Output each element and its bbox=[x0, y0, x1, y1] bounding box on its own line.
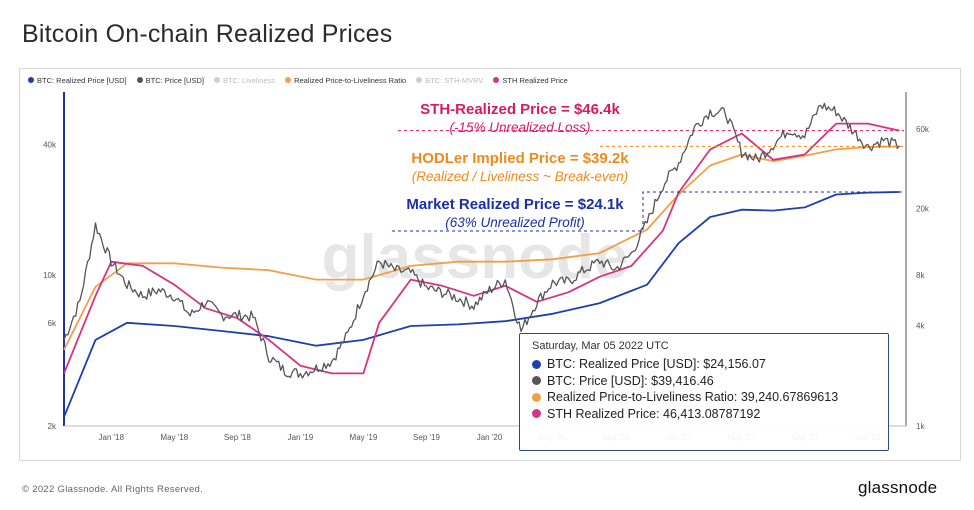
legend-dot-icon bbox=[493, 77, 500, 83]
x-tick-label: Jan '18 bbox=[99, 433, 125, 442]
market-reference-line bbox=[392, 191, 904, 232]
y-right-tick-label: 60k bbox=[916, 125, 930, 134]
legend-label: STH Realized Price bbox=[502, 75, 568, 85]
annotation-sth-subtitle: (-15% Unrealized Loss) bbox=[449, 120, 591, 135]
y-right-tick-label: 20k bbox=[916, 205, 930, 214]
watermark-text: glassnode bbox=[322, 223, 629, 292]
x-tick-label: Jan '20 bbox=[477, 433, 503, 442]
series-line bbox=[63, 122, 900, 375]
annotation-hodler-title: HODLer Implied Price = $39.2k bbox=[411, 150, 629, 167]
glassnode-logo[interactable]: glassnode bbox=[858, 478, 938, 497]
tooltip-date: Saturday, Mar 05 2022 UTC bbox=[532, 340, 669, 352]
tooltip-row: STH Realized Price: 46,413.08787192 bbox=[532, 406, 876, 423]
legend-item[interactable]: Realized Price-to-Liveliness Ratio bbox=[285, 76, 406, 85]
annotation-hodler-subtitle: (Realized / Liveliness ~ Break-even) bbox=[411, 169, 629, 184]
y-right-tick-label: 4k bbox=[916, 321, 925, 330]
tooltip-row: Realized Price-to-Liveliness Ratio: 39,2… bbox=[532, 389, 876, 406]
y-right-tick-label: 1k bbox=[916, 422, 925, 431]
tooltip-row-label: STH Realized Price: 46,413.08787192 bbox=[547, 406, 761, 421]
series-line bbox=[63, 145, 900, 351]
y-left-tick-label: 10k bbox=[43, 271, 57, 280]
copyright-text: © 2022 Glassnode. All Rights Reserved. bbox=[22, 484, 204, 495]
legend-dot-icon bbox=[416, 77, 423, 83]
x-tick-label: Sep '18 bbox=[224, 433, 251, 442]
legend-item[interactable]: BTC: Price [USD] bbox=[136, 75, 204, 85]
legend-item[interactable]: BTC: STH-MVRV bbox=[416, 76, 483, 85]
x-tick-label: Sep '19 bbox=[413, 433, 440, 442]
y-left-tick-label: 40k bbox=[43, 141, 57, 150]
legend-dot-icon bbox=[213, 77, 220, 83]
legend-dot-icon bbox=[28, 77, 34, 83]
series-line bbox=[63, 102, 900, 379]
annotation-sth-title: STH-Realized Price = $46.4k bbox=[420, 101, 620, 118]
legend-dot-icon bbox=[285, 77, 292, 83]
tooltip-row: BTC: Price [USD]: $39,416.46 bbox=[532, 373, 876, 390]
tooltip-dot-icon bbox=[532, 376, 541, 386]
annotation-market-realized-price: Market Realized Price = $24.1k (63% Unre… bbox=[385, 196, 645, 231]
tooltip-dot-icon bbox=[532, 359, 541, 369]
x-tick-label: May '19 bbox=[350, 433, 378, 442]
tooltip-dot-icon bbox=[532, 392, 541, 402]
tooltip-row-label: BTC: Realized Price [USD]: $24,156.07 bbox=[547, 357, 766, 371]
chart-legend: BTC: Realized Price [USD] BTC: Price [USD… bbox=[28, 72, 568, 88]
legend-label: BTC: Liveliness bbox=[222, 75, 276, 85]
legend-label: Realized Price-to-Liveliness Ratio bbox=[294, 75, 407, 85]
annotation-hodler-implied-price: HODLer Implied Price = $39.2k (Realized … bbox=[370, 150, 670, 185]
x-tick-label: Jan '19 bbox=[288, 433, 314, 442]
tooltip-row: BTC: Realized Price [USD]: $24,156.07 bbox=[532, 356, 876, 373]
annotation-market-title: Market Realized Price = $24.1k bbox=[406, 196, 624, 213]
legend-item[interactable]: STH Realized Price bbox=[493, 75, 568, 85]
legend-dot-icon bbox=[136, 77, 143, 83]
page-title: Bitcoin On-chain Realized Prices bbox=[22, 20, 393, 48]
legend-label: BTC: Realized Price [USD] bbox=[37, 75, 127, 85]
legend-item[interactable]: BTC: Realized Price [USD] bbox=[28, 76, 127, 85]
y-left-tick-label: 6k bbox=[48, 319, 57, 328]
y-right-tick-label: 8k bbox=[916, 271, 925, 280]
annotation-market-subtitle: (63% Unrealized Profit) bbox=[445, 215, 585, 230]
tooltip-dot-icon bbox=[532, 409, 541, 419]
legend-item[interactable]: BTC: Liveliness bbox=[213, 75, 276, 85]
tooltip-row-label: BTC: Price [USD]: $39,416.46 bbox=[547, 373, 714, 388]
legend-label: BTC: Price [USD] bbox=[145, 75, 204, 85]
annotation-sth-realized-price: STH-Realized Price = $46.4k (-15% Unreal… bbox=[400, 101, 640, 136]
tooltip-row-label: Realized Price-to-Liveliness Ratio: 39,2… bbox=[547, 390, 839, 404]
y-left-tick-label: 2k bbox=[48, 422, 57, 431]
x-tick-label: May '18 bbox=[160, 433, 188, 442]
legend-label: BTC: STH-MVRV bbox=[425, 75, 484, 85]
hover-tooltip: Saturday, Mar 05 2022 UTC BTC: Realized … bbox=[519, 333, 889, 451]
